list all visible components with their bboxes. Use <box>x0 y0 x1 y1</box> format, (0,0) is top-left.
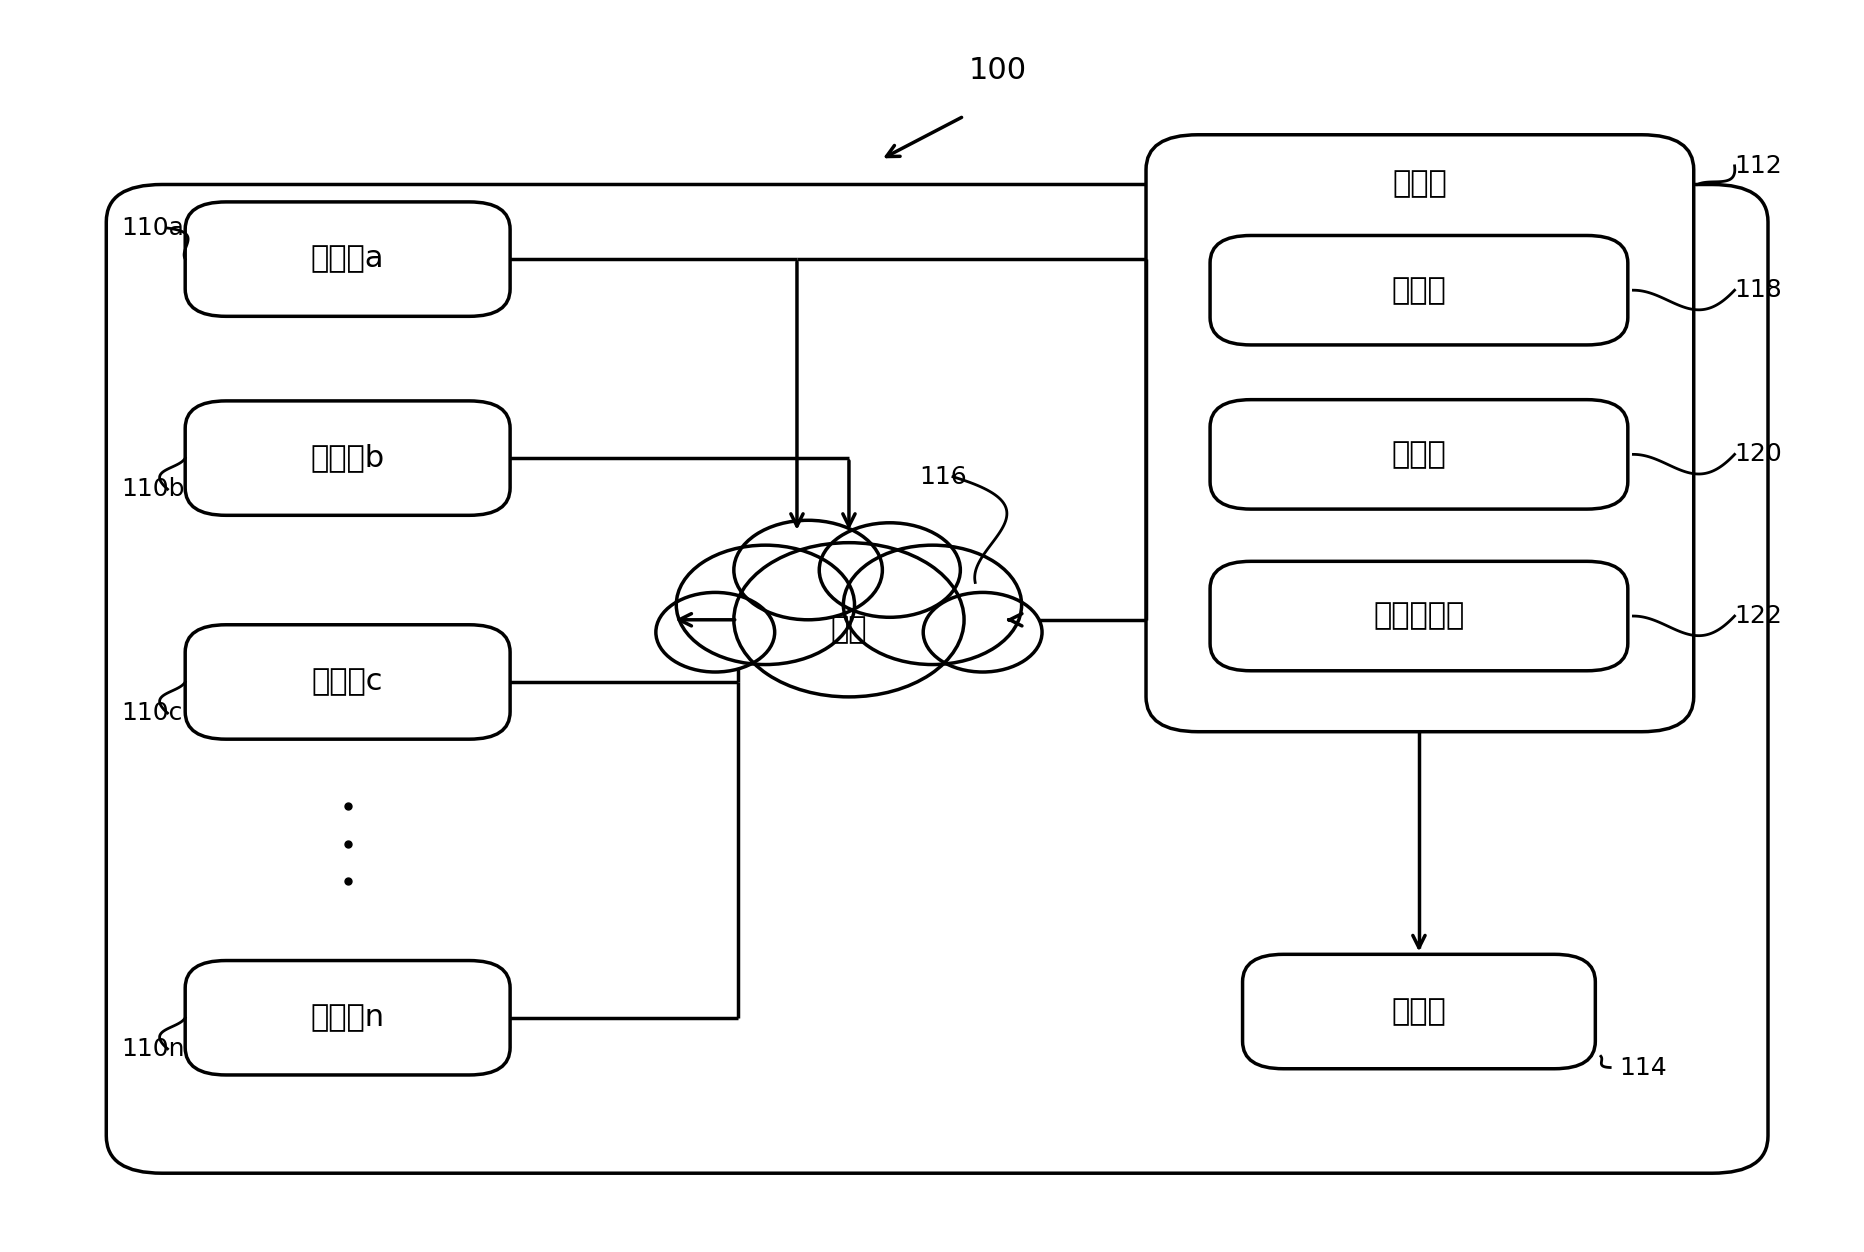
Text: 分析仪b: 分析仪b <box>311 443 384 472</box>
Text: 110b: 110b <box>121 477 185 501</box>
Text: 服务器: 服务器 <box>1392 169 1446 199</box>
Circle shape <box>923 592 1042 672</box>
Text: 处理器: 处理器 <box>1391 275 1446 304</box>
FancyBboxPatch shape <box>185 625 511 739</box>
Text: 116: 116 <box>919 464 967 488</box>
FancyBboxPatch shape <box>185 202 511 317</box>
Text: 数据库: 数据库 <box>1391 997 1446 1027</box>
Text: 118: 118 <box>1734 278 1782 302</box>
FancyBboxPatch shape <box>1144 135 1693 731</box>
Text: 110n: 110n <box>121 1037 185 1060</box>
Text: 分析仪a: 分析仪a <box>311 244 384 274</box>
Circle shape <box>733 542 964 697</box>
Text: 100: 100 <box>967 56 1025 85</box>
Text: 逻辑和控制: 逻辑和控制 <box>1372 601 1463 631</box>
Circle shape <box>733 521 882 620</box>
Text: 112: 112 <box>1734 154 1782 178</box>
Text: 122: 122 <box>1734 603 1782 629</box>
Text: 分析仪c: 分析仪c <box>311 667 384 696</box>
FancyBboxPatch shape <box>1210 235 1627 346</box>
Circle shape <box>818 523 960 617</box>
Text: 分析仪n: 分析仪n <box>311 1003 384 1032</box>
Circle shape <box>677 545 854 665</box>
FancyBboxPatch shape <box>185 960 511 1075</box>
Text: 网络: 网络 <box>829 615 867 645</box>
Text: 120: 120 <box>1734 442 1782 467</box>
Circle shape <box>843 545 1021 665</box>
FancyBboxPatch shape <box>1210 561 1627 671</box>
Text: 114: 114 <box>1618 1055 1666 1079</box>
Text: 110c: 110c <box>121 701 183 725</box>
FancyBboxPatch shape <box>1241 954 1594 1069</box>
FancyBboxPatch shape <box>185 401 511 516</box>
FancyBboxPatch shape <box>1210 399 1627 510</box>
Circle shape <box>656 592 774 672</box>
FancyBboxPatch shape <box>106 184 1767 1173</box>
Text: 110a: 110a <box>121 217 185 240</box>
Text: 存储器: 存储器 <box>1391 439 1446 470</box>
